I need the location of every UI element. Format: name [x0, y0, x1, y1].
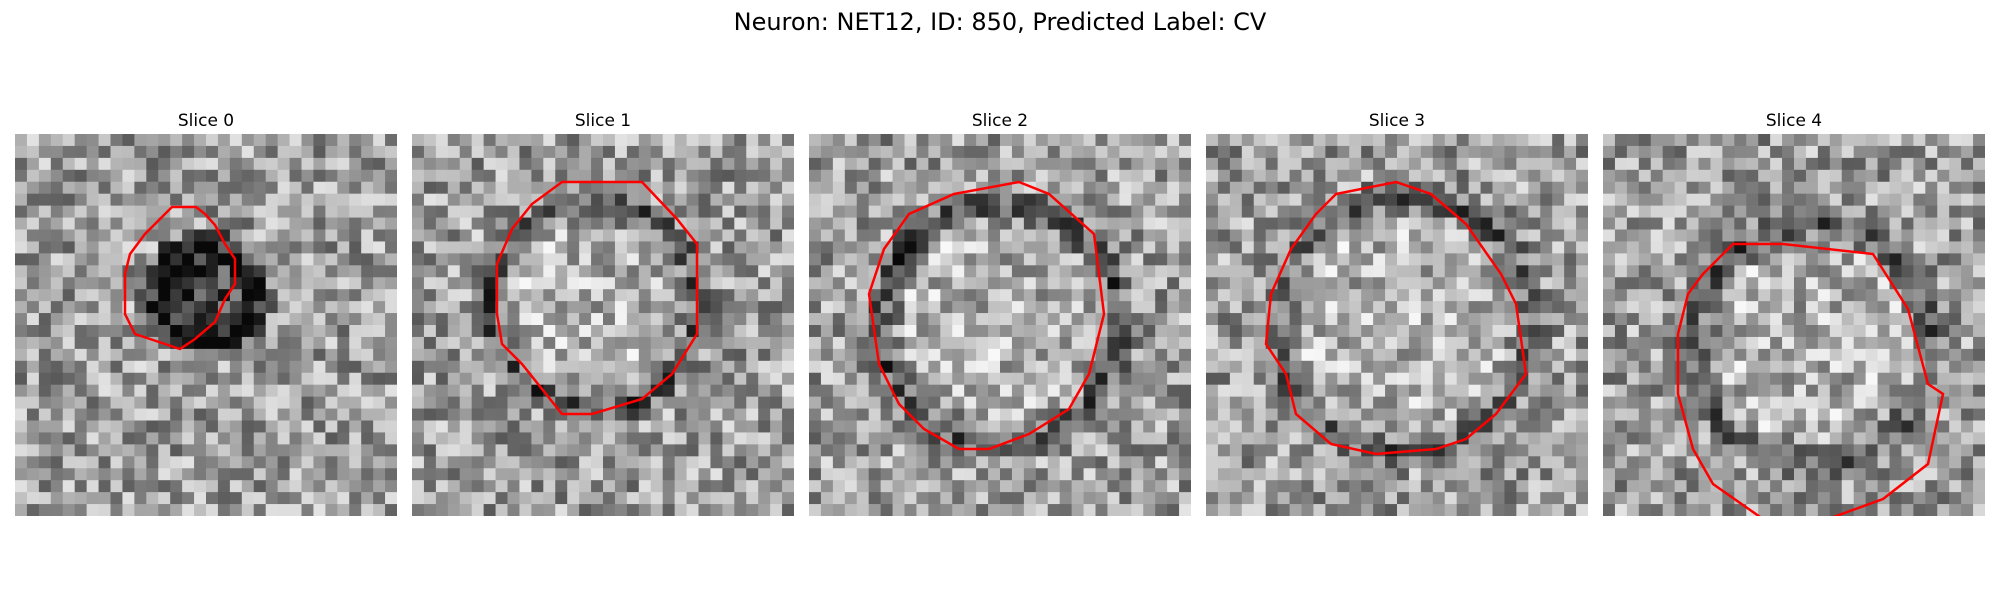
- slice-image: [15, 134, 397, 516]
- slice-image-svg: [809, 134, 1191, 516]
- contour-outline: [1264, 180, 1528, 456]
- slice-title: Slice 1: [574, 111, 632, 131]
- pixel-grid: [809, 134, 1191, 516]
- slice-panel-4: Slice 4: [1603, 108, 1985, 516]
- slice-image-svg: [1206, 134, 1588, 516]
- slice-image: [1603, 134, 1985, 516]
- figure-title: Neuron: NET12, ID: 850, Predicted Label:…: [733, 8, 1267, 36]
- contour-outline: [123, 205, 237, 351]
- contour-outline: [867, 180, 1106, 451]
- slice-title: Slice 0: [177, 111, 235, 131]
- slice-panel-3: Slice 3: [1206, 108, 1588, 516]
- slice-image: [809, 134, 1191, 516]
- slice-image-svg: [412, 134, 794, 516]
- slice-image-svg: [15, 134, 397, 516]
- slice-image-svg: [1603, 134, 1985, 516]
- slice-title: Slice 2: [971, 111, 1029, 131]
- contour-outline: [1676, 242, 1945, 516]
- slice-panel-2: Slice 2: [809, 108, 1191, 516]
- pixel-grid: [412, 134, 794, 516]
- contour-outline: [495, 180, 699, 416]
- pixel-grid: [1206, 134, 1588, 516]
- pixel-grid: [1603, 134, 1985, 516]
- slice-panel-0: Slice 0: [15, 108, 397, 516]
- slice-image: [412, 134, 794, 516]
- slice-title: Slice 3: [1368, 111, 1426, 131]
- slice-image: [1206, 134, 1588, 516]
- slice-title: Slice 4: [1765, 111, 1823, 131]
- slice-panel-1: Slice 1: [412, 108, 794, 516]
- pixel-grid: [15, 134, 397, 516]
